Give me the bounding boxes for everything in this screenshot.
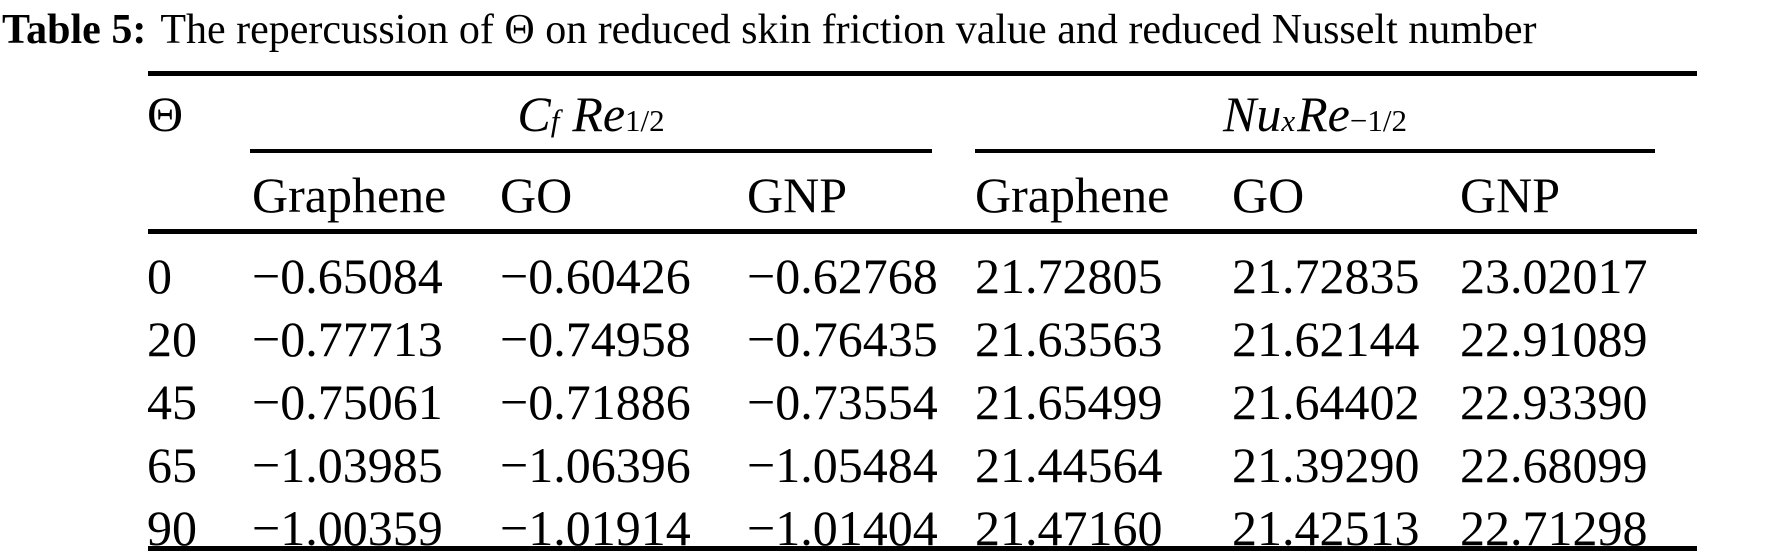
cf-gnp-value: −0.76435 <box>747 311 938 367</box>
nu-gnp-value: 23.02017 <box>1460 248 1648 304</box>
math-symbol-nu-base: Nu <box>1223 86 1282 142</box>
nu-graphene-value: 21.65499 <box>975 374 1163 430</box>
nu-gnp-value: 22.91089 <box>1460 311 1648 367</box>
cf-graphene-value: −0.75061 <box>252 374 443 430</box>
theta-value: 0 <box>147 248 172 304</box>
nu-gnp-value: 22.68099 <box>1460 437 1648 493</box>
cf-gnp-value: −0.73554 <box>747 374 938 430</box>
table-header-rule <box>148 229 1697 234</box>
math-symbol-cf-re: Re <box>572 86 626 142</box>
column-header-nu-go: GO <box>1232 167 1305 223</box>
table-row: 45 −0.75061 −0.71886 −0.73554 21.65499 2… <box>0 371 1771 434</box>
theta-value: 20 <box>147 311 197 367</box>
table-caption: Table 5: The repercussion of Θ on reduced… <box>2 4 1537 56</box>
table-row: 65 −1.03985 −1.06396 −1.05484 21.44564 2… <box>0 434 1771 497</box>
column-header-cf-gnp: GNP <box>747 167 848 223</box>
math-symbol-cf-base: C <box>517 86 551 142</box>
table-row: 0 −0.65084 −0.60426 −0.62768 21.72805 21… <box>0 245 1771 308</box>
theta-value: 45 <box>147 374 197 430</box>
cf-gnp-value: −1.01404 <box>747 500 938 554</box>
cf-graphene-value: −0.77713 <box>252 311 443 367</box>
nu-graphene-value: 21.47160 <box>975 500 1163 554</box>
nu-go-value: 21.64402 <box>1232 374 1420 430</box>
math-superscript-cf: 1/2 <box>625 103 665 138</box>
nu-group-rule <box>975 149 1655 153</box>
nu-go-value: 21.39290 <box>1232 437 1420 493</box>
nu-gnp-value: 22.93390 <box>1460 374 1648 430</box>
table-row: 20 −0.77713 −0.74958 −0.76435 21.63563 2… <box>0 308 1771 371</box>
table-top-rule <box>148 71 1697 76</box>
nu-go-value: 21.62144 <box>1232 311 1420 367</box>
cf-go-value: −0.74958 <box>500 311 691 367</box>
cf-graphene-value: −1.00359 <box>252 500 443 554</box>
nu-gnp-value: 22.71298 <box>1460 500 1648 554</box>
cf-graphene-value: −0.65084 <box>252 248 443 304</box>
table-caption-text: The repercussion of Θ on reduced skin fr… <box>160 7 1537 53</box>
nu-go-value: 21.72835 <box>1232 248 1420 304</box>
group-header-nusselt: NuxRe−1/2 <box>975 86 1655 142</box>
cf-go-value: −0.60426 <box>500 248 691 304</box>
cf-group-rule <box>250 149 932 153</box>
column-header-nu-gnp: GNP <box>1460 167 1561 223</box>
cf-go-value: −1.01914 <box>500 500 691 554</box>
nu-graphene-value: 21.72805 <box>975 248 1163 304</box>
column-header-cf-graphene: Graphene <box>252 167 447 223</box>
math-symbol-nu-re: Re <box>1297 86 1350 142</box>
cf-graphene-value: −1.03985 <box>252 437 443 493</box>
table-caption-label: Table 5: <box>2 7 147 53</box>
math-subscript-nu: x <box>1281 103 1296 138</box>
nu-graphene-value: 21.63563 <box>975 311 1163 367</box>
group-header-skin-friction: Cf Re1/2 <box>250 86 932 142</box>
table-row: 90 −1.00359 −1.01914 −1.01404 21.47160 2… <box>0 497 1771 554</box>
column-header-cf-go: GO <box>500 167 573 223</box>
cf-gnp-value: −0.62768 <box>747 248 938 304</box>
theta-value: 65 <box>147 437 197 493</box>
theta-value: 90 <box>147 500 197 554</box>
cf-go-value: −0.71886 <box>500 374 691 430</box>
table-bottom-rule <box>148 546 1697 551</box>
column-header-nu-graphene: Graphene <box>975 167 1170 223</box>
nu-go-value: 21.42513 <box>1232 500 1420 554</box>
nu-graphene-value: 21.44564 <box>975 437 1163 493</box>
cf-gnp-value: −1.05484 <box>747 437 938 493</box>
column-header-theta: Θ <box>147 86 184 142</box>
math-superscript-nu: −1/2 <box>1349 103 1407 138</box>
math-subscript-cf: f <box>550 103 560 138</box>
cf-go-value: −1.06396 <box>500 437 691 493</box>
